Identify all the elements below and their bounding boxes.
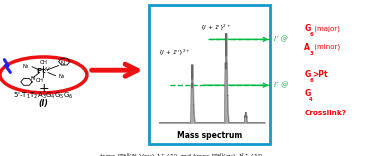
Text: N$_3$: N$_3$ bbox=[22, 62, 30, 71]
Text: 3: 3 bbox=[309, 51, 313, 56]
Text: Crosslink?: Crosslink? bbox=[304, 110, 346, 116]
Text: (minor): (minor) bbox=[312, 44, 340, 50]
Text: G: G bbox=[304, 24, 311, 33]
Text: A: A bbox=[304, 43, 310, 52]
Text: (I): (I) bbox=[39, 99, 48, 108]
Text: Pt$^{IV}$: Pt$^{IV}$ bbox=[36, 65, 51, 77]
Bar bbox=[149, 5, 270, 144]
Text: OH: OH bbox=[40, 60, 47, 65]
Text: >Pt: >Pt bbox=[312, 70, 327, 79]
Text: 5'-T$_1$T$_2$A$_3$G$_4$G$_5$G$_6$: 5'-T$_1$T$_2$A$_3$G$_4$G$_5$G$_6$ bbox=[13, 91, 74, 101]
Circle shape bbox=[0, 57, 87, 93]
Text: 6: 6 bbox=[309, 32, 313, 37]
Text: G: G bbox=[304, 88, 311, 98]
Text: $\{$I + 1$^{\prime\prime}\}^{2+}$: $\{$I + 1$^{\prime\prime}\}^{2+}$ bbox=[158, 48, 190, 57]
Text: N: N bbox=[30, 76, 34, 81]
Text: $\{$I + 1$^{\prime}\}^{2+}$: $\{$I + 1$^{\prime}\}^{2+}$ bbox=[200, 23, 231, 32]
Text: I″ @: I″ @ bbox=[274, 82, 288, 88]
Text: I’ @: I’ @ bbox=[274, 36, 288, 43]
Text: 6: 6 bbox=[309, 78, 313, 83]
Text: G: G bbox=[304, 70, 311, 79]
Text: 4: 4 bbox=[309, 97, 313, 102]
Text: (major): (major) bbox=[312, 25, 340, 32]
Text: Mass spectrum: Mass spectrum bbox=[177, 131, 242, 140]
Text: +: + bbox=[38, 82, 49, 95]
Text: N$_3$: N$_3$ bbox=[58, 72, 66, 81]
Text: $\it{trans}$-[Pt$^{II}$(N$_3$)(py)$_2$]$^+$ (1$'$) and $\it{trans}$-[Pt$^{II}$(p: $\it{trans}$-[Pt$^{II}$(N$_3$)(py)$_2$]$… bbox=[99, 152, 264, 156]
Text: OH: OH bbox=[36, 78, 43, 83]
Text: N: N bbox=[60, 61, 64, 66]
